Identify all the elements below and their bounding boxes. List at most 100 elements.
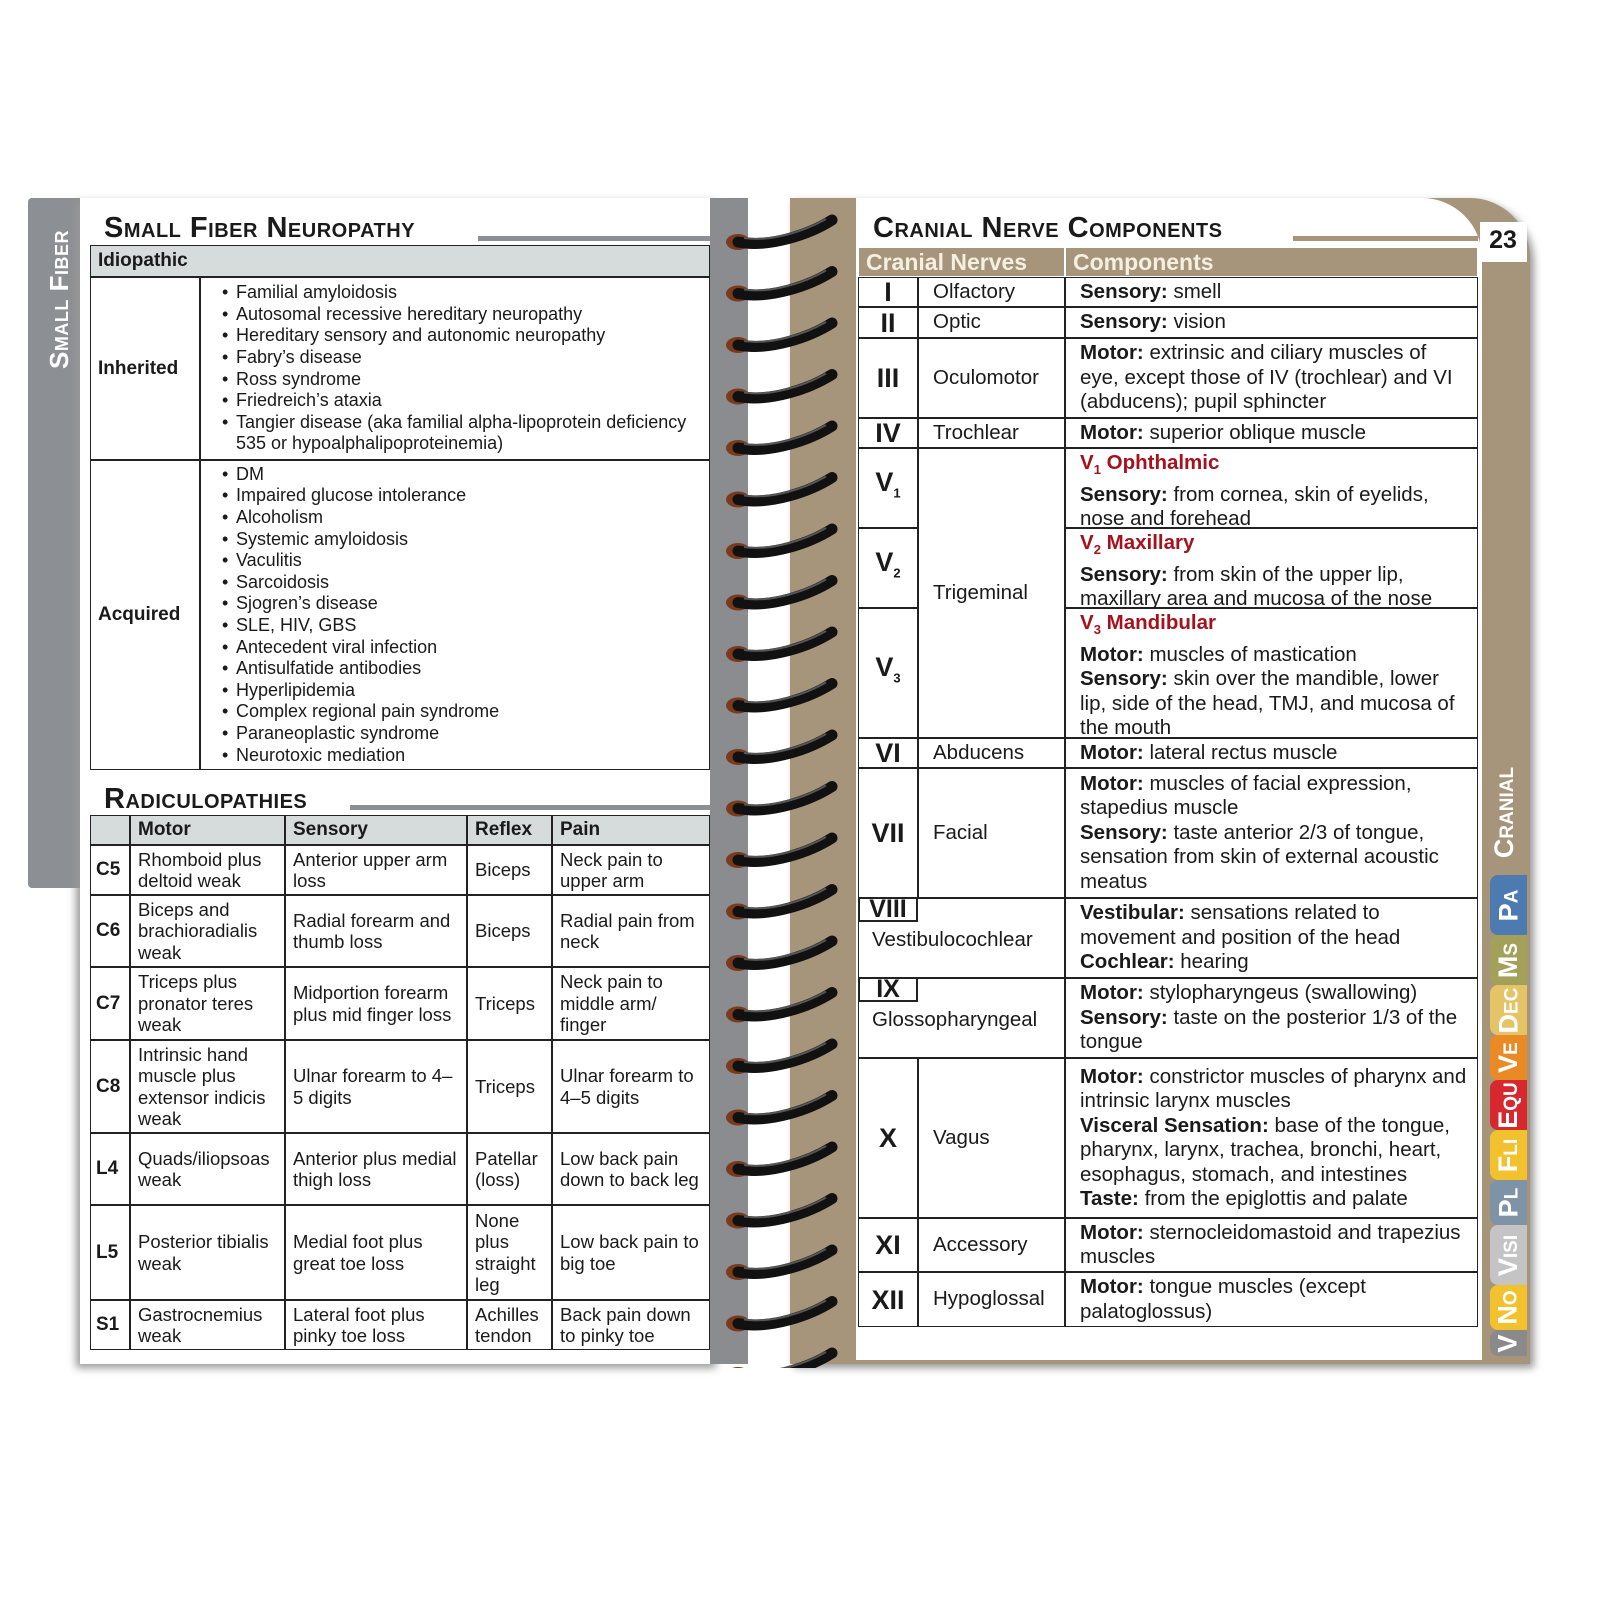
table-cell: Patellar (loss) bbox=[467, 1133, 552, 1205]
table-cell: Neck pain to middle arm/ finger bbox=[552, 967, 710, 1040]
table-cell: Achilles tendon bbox=[467, 1300, 552, 1350]
tab-label: Pl bbox=[1493, 1187, 1523, 1218]
cell-text: None plus straight leg bbox=[475, 1209, 536, 1296]
component: Motor: tongue muscles (except palatoglos… bbox=[1080, 1275, 1470, 1324]
component-label: Motor: bbox=[1080, 740, 1144, 764]
tab-label: Fli bbox=[1492, 1138, 1523, 1172]
level-cell: L4 bbox=[90, 1133, 130, 1205]
table-cell: Ulnar forearm to 4–5 digits bbox=[552, 1040, 710, 1133]
table-cell: Rhomboid plus deltoid weak bbox=[130, 845, 285, 895]
cell-text: Achilles tendon bbox=[475, 1303, 539, 1347]
table-cell: Back pain down to pinky toe bbox=[552, 1300, 710, 1350]
numeral: III bbox=[876, 363, 900, 393]
cell-text: Neck pain to upper arm bbox=[560, 848, 663, 892]
component: Sensory: skin over the mandible, lower l… bbox=[1080, 667, 1470, 741]
components-cell: Sensory: smell bbox=[1065, 277, 1478, 307]
header-cell: Cranial Nerves bbox=[858, 247, 1065, 277]
components-cell: Sensory: vision bbox=[1065, 307, 1478, 338]
tab-label: No bbox=[1493, 1290, 1523, 1325]
table-cell: Triceps bbox=[467, 967, 552, 1040]
component-text: taste on the posterior 1/3 of the tongue bbox=[1080, 1005, 1458, 1054]
table-cell: Ulnar forearm to 4–5 digits bbox=[285, 1040, 467, 1133]
component-label: Motor: bbox=[1080, 341, 1144, 365]
spiral-binding bbox=[726, 214, 838, 1368]
component-text: taste anterior 2/3 of tongue, sensation … bbox=[1080, 820, 1439, 893]
numeral: I bbox=[884, 277, 892, 307]
section-title: Small Fiber Neuropathy bbox=[104, 212, 416, 244]
component-text: from the epiglottis and palate bbox=[1144, 1187, 1408, 1210]
branch-heading: V2 Maxillary bbox=[1080, 531, 1470, 563]
bullet-item: Systemic amyloidosis bbox=[208, 529, 702, 551]
component: Sensory: taste anterior 2/3 of tongue, s… bbox=[1080, 821, 1470, 895]
component-text: hearing bbox=[1180, 950, 1249, 974]
tab-label: Ve bbox=[1493, 1042, 1523, 1073]
row-label: Idiopathic bbox=[98, 250, 188, 271]
heading-subscript: 2 bbox=[1093, 542, 1101, 558]
coil bbox=[732, 678, 838, 713]
cell-text: Biceps bbox=[475, 920, 531, 942]
nerve-name: Trochlear bbox=[933, 420, 1019, 444]
coil bbox=[743, 527, 827, 549]
component: Motor: extrinsic and ciliary muscles of … bbox=[1080, 341, 1470, 415]
component-text: tongue muscles (except palatoglossus) bbox=[1080, 1275, 1366, 1323]
column-header: Pain bbox=[560, 819, 601, 840]
side-tab-label: Small Fiber bbox=[28, 198, 90, 400]
components-cell: Motor: lateral rectus muscle bbox=[1065, 738, 1478, 768]
coil bbox=[732, 1296, 838, 1331]
level-cell: L5 bbox=[90, 1205, 130, 1300]
numeral: II bbox=[880, 307, 896, 338]
row-label: Inherited bbox=[98, 357, 179, 379]
components-cell: Motor: superior oblique muscle bbox=[1065, 418, 1478, 448]
coil bbox=[732, 1367, 744, 1368]
numeral-cell: XI bbox=[858, 1218, 918, 1272]
components-cell: Motor: stylopharyngeus (swallowing) Senso… bbox=[1065, 978, 1478, 1058]
name-cell: Hypoglossal bbox=[918, 1272, 1065, 1327]
coil bbox=[743, 1093, 827, 1116]
coil bbox=[743, 784, 827, 807]
title-rule bbox=[1293, 236, 1478, 241]
header-cell: Components bbox=[1065, 247, 1478, 277]
table-cell: Low back pain down to back leg bbox=[552, 1133, 710, 1205]
coil bbox=[732, 472, 838, 507]
component-label: Motor: bbox=[1080, 1064, 1144, 1088]
numeral: XII bbox=[871, 1284, 905, 1315]
bullet-list: Familial amyloidosisAutosomal recessive … bbox=[208, 282, 702, 455]
table-cell: Biceps and brachioradialis weak bbox=[130, 895, 285, 967]
component-label: Cochlear: bbox=[1080, 950, 1175, 974]
numeral-cell: V2 bbox=[858, 528, 918, 608]
coil bbox=[732, 420, 838, 455]
numeral-cell: X bbox=[858, 1058, 918, 1218]
component-text: extrinsic and ciliary muscles of eye, ex… bbox=[1080, 341, 1453, 414]
nerve-name: Optic bbox=[933, 310, 981, 334]
component: Sensory: from skin of the upper lip, max… bbox=[1080, 563, 1470, 612]
numeral-subscript: 1 bbox=[893, 485, 901, 501]
components-cell: V3 Mandibular Motor: muscles of masticati… bbox=[1065, 608, 1478, 741]
component: Motor: constrictor muscles of pharynx an… bbox=[1080, 1065, 1470, 1114]
component-label: Motor: bbox=[1080, 420, 1144, 444]
header-cell: Pain bbox=[552, 815, 710, 845]
component-label: Motor: bbox=[1080, 981, 1144, 1005]
numeral: V bbox=[875, 467, 894, 498]
heading-numeral: V bbox=[1080, 531, 1094, 554]
coil bbox=[743, 733, 827, 755]
component-text: stylopharyngeus (swallowing) bbox=[1149, 981, 1418, 1005]
component-label: Sensory: bbox=[1080, 667, 1168, 691]
numeral-box: IX bbox=[858, 977, 918, 1002]
component-label: Sensory: bbox=[1080, 820, 1168, 844]
coil bbox=[743, 424, 827, 446]
numeral-cell: I bbox=[858, 277, 918, 307]
name-cell: Abducens bbox=[918, 738, 1065, 768]
section-tab: Fli bbox=[1490, 1130, 1527, 1180]
numeral-cell: VI bbox=[858, 738, 918, 768]
name-cell: Trigeminal bbox=[918, 448, 1065, 738]
bullet-item: DM bbox=[208, 464, 702, 486]
component-text: skin over the mandible, lower lip, side … bbox=[1080, 667, 1455, 740]
numeral: XI bbox=[875, 1230, 901, 1260]
coil bbox=[743, 836, 827, 858]
name-cell: Vagus bbox=[918, 1058, 1065, 1218]
nerve-name: Trigeminal bbox=[933, 580, 1028, 604]
table-cell: Neck pain to upper arm bbox=[552, 845, 710, 895]
table-cell: Biceps bbox=[467, 845, 552, 895]
section-title: Radiculopathies bbox=[104, 783, 308, 815]
row-header: Idiopathic bbox=[90, 245, 710, 277]
